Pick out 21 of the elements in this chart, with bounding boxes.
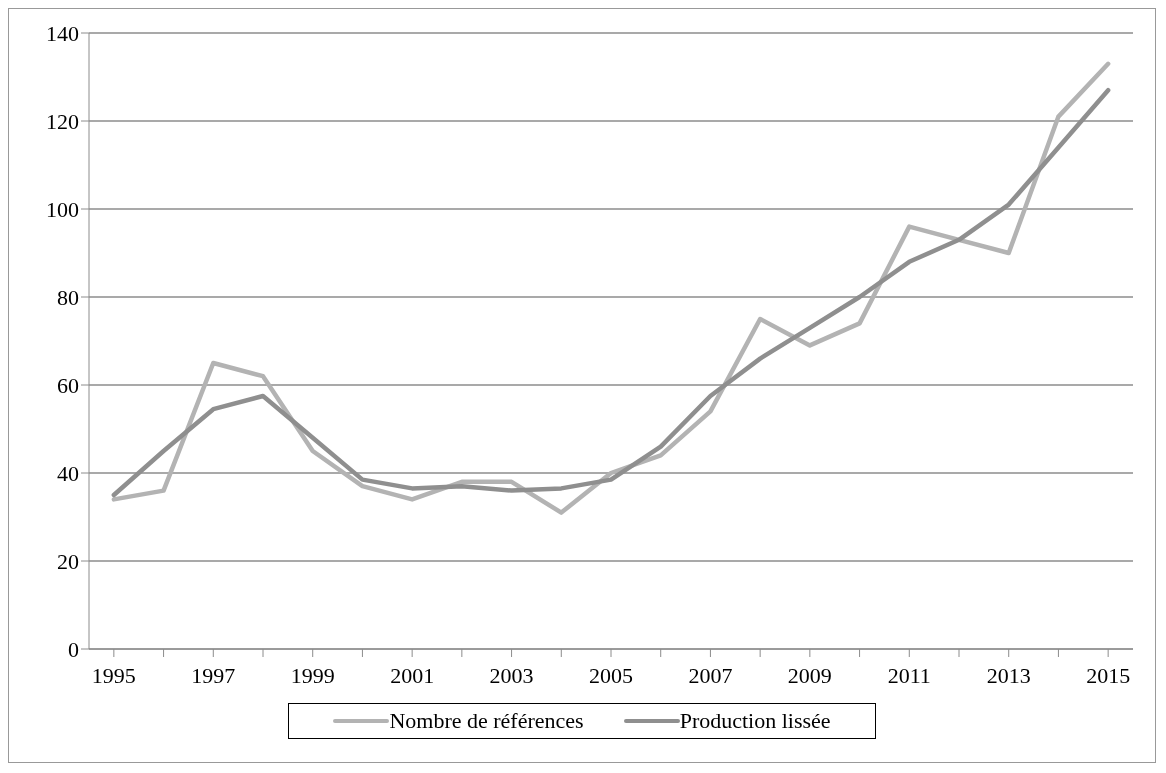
x-tick-label: 1995 [91,662,136,688]
x-tick-label: 2007 [688,662,733,688]
y-tick-label: 100 [46,196,79,222]
x-tick-label: 2009 [787,662,832,688]
x-tick-label: 2015 [1086,662,1131,688]
y-tick-label: 140 [46,20,79,46]
y-tick-label: 60 [57,372,79,398]
x-tick-label: 2003 [489,662,534,688]
x-tick-label: 1999 [290,662,335,688]
y-tick-label: 80 [57,284,79,310]
x-tick-label: 2013 [986,662,1031,688]
x-tick-label: 2001 [390,662,435,688]
y-tick-label: 20 [57,548,79,574]
y-tick-label: 40 [57,460,79,486]
x-tick-label: 2011 [887,662,931,688]
y-tick-label: 0 [68,636,79,662]
y-tick-label: 120 [46,108,79,134]
x-tick-label: 2005 [589,662,633,688]
x-tick-label: 1997 [191,662,236,688]
legend-label: Nombre de références [389,708,584,734]
legend-label: Production lissée [679,708,831,734]
